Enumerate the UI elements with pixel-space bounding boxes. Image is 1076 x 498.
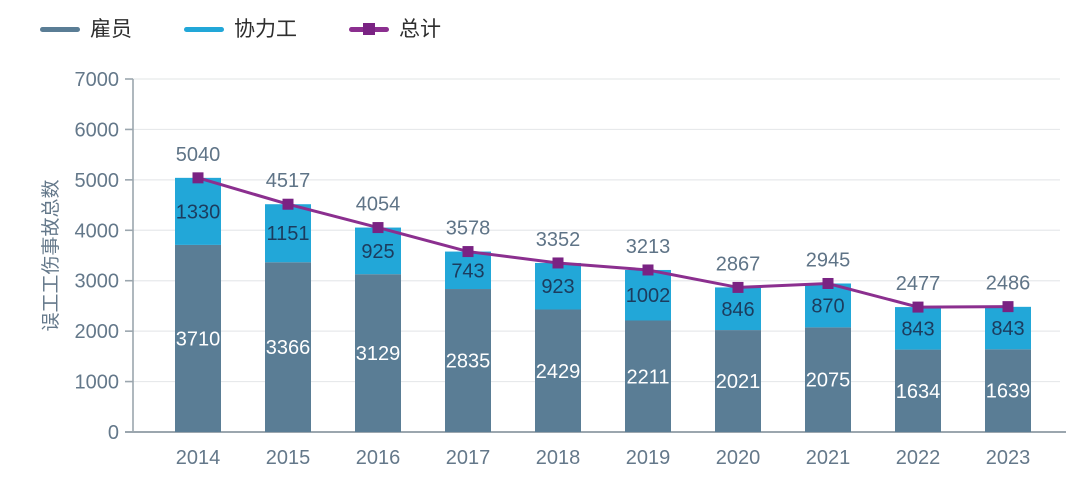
svg-text:3578: 3578 xyxy=(446,218,491,240)
legend-item-contractors[interactable]: 协力工 xyxy=(184,19,297,40)
stacked-bar-line-chart: 0 1000 2000 3000 4000 5000 6000 7000 3710 1330 504… xyxy=(40,69,1066,469)
svg-text:2075: 2075 xyxy=(806,370,851,392)
svg-text:3710: 3710 xyxy=(176,328,221,350)
svg-text:1330: 1330 xyxy=(176,201,221,223)
svg-text:743: 743 xyxy=(451,260,484,282)
svg-text:1634: 1634 xyxy=(896,381,941,403)
svg-text:2477: 2477 xyxy=(896,273,941,295)
legend-label-employees: 雇员 xyxy=(90,17,132,41)
svg-text:1002: 1002 xyxy=(626,285,671,307)
svg-text:925: 925 xyxy=(361,241,394,263)
svg-text:6000: 6000 xyxy=(75,119,120,141)
svg-text:3352: 3352 xyxy=(536,229,581,251)
svg-text:2018: 2018 xyxy=(536,447,581,469)
svg-text:3000: 3000 xyxy=(75,271,120,293)
svg-text:2023: 2023 xyxy=(986,447,1031,469)
svg-text:2486: 2486 xyxy=(986,273,1031,295)
svg-text:843: 843 xyxy=(901,318,934,340)
svg-text:2014: 2014 xyxy=(176,447,221,469)
svg-text:843: 843 xyxy=(991,318,1024,340)
svg-text:5000: 5000 xyxy=(75,170,120,192)
svg-text:2016: 2016 xyxy=(356,447,401,469)
svg-text:2022: 2022 xyxy=(896,447,941,469)
svg-text:1000: 1000 xyxy=(75,372,120,394)
svg-text:2015: 2015 xyxy=(266,447,311,469)
svg-text:2020: 2020 xyxy=(716,447,761,469)
svg-text:2429: 2429 xyxy=(536,361,581,383)
svg-text:1151: 1151 xyxy=(266,223,309,245)
svg-text:2021: 2021 xyxy=(716,371,761,393)
svg-text:2021: 2021 xyxy=(806,447,851,469)
contractors-line-swatch-icon xyxy=(184,23,224,35)
svg-text:3366: 3366 xyxy=(266,337,311,359)
svg-text:2000: 2000 xyxy=(75,321,120,343)
svg-text:4054: 4054 xyxy=(356,194,401,216)
svg-text:2019: 2019 xyxy=(626,447,671,469)
legend-item-employees[interactable]: 雇员 xyxy=(40,19,132,40)
svg-text:2835: 2835 xyxy=(446,351,491,373)
svg-text:5040: 5040 xyxy=(176,144,221,166)
svg-text:2017: 2017 xyxy=(446,447,491,469)
svg-text:846: 846 xyxy=(721,299,754,321)
svg-text:870: 870 xyxy=(811,295,844,317)
chart-legend: 雇员 协力工 总计 xyxy=(0,0,1076,40)
legend-label-contractors: 协力工 xyxy=(234,17,297,41)
svg-text:误工工伤事故总数: 误工工伤事故总数 xyxy=(40,179,62,331)
svg-text:2945: 2945 xyxy=(806,249,851,271)
svg-text:1639: 1639 xyxy=(986,381,1031,403)
svg-text:7000: 7000 xyxy=(75,69,120,91)
svg-text:4517: 4517 xyxy=(266,170,311,192)
svg-text:3213: 3213 xyxy=(626,236,671,258)
employees-line-swatch-icon xyxy=(40,23,80,35)
svg-text:3129: 3129 xyxy=(356,343,401,365)
legend-item-total[interactable]: 总计 xyxy=(349,19,441,40)
svg-text:2211: 2211 xyxy=(626,366,669,388)
total-line-marker-swatch-icon xyxy=(349,23,389,35)
legend-label-total: 总计 xyxy=(399,17,441,41)
svg-text:4000: 4000 xyxy=(75,220,120,242)
svg-text:923: 923 xyxy=(541,276,574,298)
svg-text:2867: 2867 xyxy=(716,253,761,275)
svg-text:0: 0 xyxy=(108,422,119,444)
